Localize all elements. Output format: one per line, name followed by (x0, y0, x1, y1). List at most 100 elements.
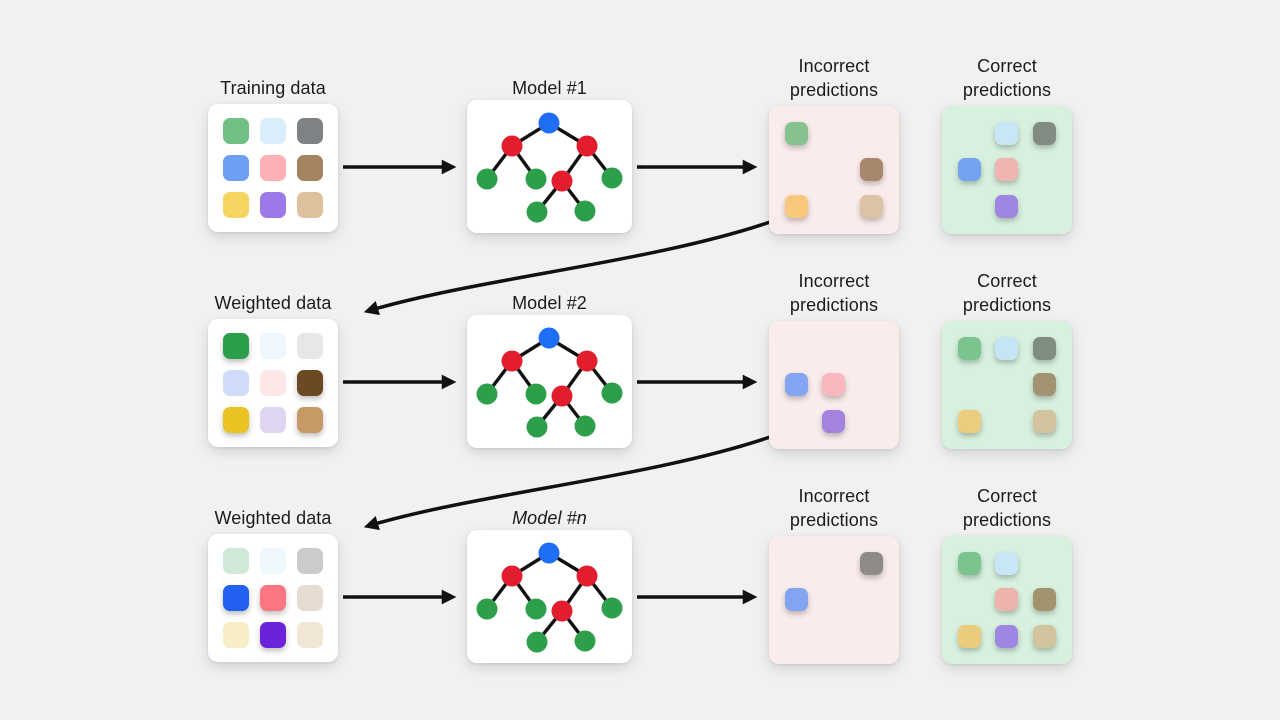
data-point (860, 588, 883, 611)
data-point (259, 584, 286, 611)
tree-node-leaf (574, 200, 596, 222)
model-1-label: Model #1 (512, 78, 587, 98)
tree-node-root (538, 112, 560, 134)
prediction-grid (942, 106, 1072, 234)
data-point (222, 191, 249, 218)
incorrect-predictions-label-2: Incorrect predictions (789, 271, 879, 315)
tree-node-leaf (526, 631, 548, 653)
decision-tree-icon (476, 327, 623, 438)
data-point (222, 333, 249, 360)
data-point (222, 584, 249, 611)
data-point (297, 584, 324, 611)
data-point (259, 548, 286, 575)
data-point (785, 373, 809, 397)
data-point (958, 551, 982, 575)
data-point (822, 552, 845, 575)
data-point (297, 333, 324, 360)
data-point (859, 551, 883, 575)
data-point (995, 588, 1019, 612)
data-point (259, 406, 286, 433)
data-point (297, 118, 324, 145)
data-point (958, 588, 981, 611)
data-point (995, 551, 1019, 575)
data-point (859, 195, 883, 219)
incorrect-predictions-card-2 (769, 321, 899, 449)
tree-node-split (501, 565, 523, 587)
data-point (222, 118, 249, 145)
data-point (259, 333, 286, 360)
data-point (785, 625, 808, 648)
correct-predictions-label-3: Correct predictions (962, 486, 1052, 530)
tree-node-split (576, 135, 598, 157)
model-2-card (467, 315, 632, 448)
data-point (222, 406, 249, 433)
data-point (222, 369, 249, 396)
tree-node-leaf (476, 598, 498, 620)
tree-node-split (551, 170, 573, 192)
tree-node-leaf (525, 598, 547, 620)
data-point (785, 337, 808, 360)
correct-predictions-label-2: Correct predictions (962, 271, 1052, 315)
tree-node-leaf (601, 382, 623, 404)
data-point (995, 625, 1019, 649)
tree-node-leaf (525, 168, 547, 190)
data-point (822, 195, 845, 218)
data-point (259, 154, 286, 181)
data-point (860, 122, 883, 145)
data-point (958, 195, 981, 218)
correct-predictions-card-3 (942, 536, 1072, 664)
data-point (222, 154, 249, 181)
data-point (785, 410, 808, 433)
training-data-label: Training data (220, 78, 326, 98)
data-point (995, 410, 1018, 433)
data-point (1032, 373, 1056, 397)
model-1-card (467, 100, 632, 233)
data-point (822, 410, 846, 434)
data-point (995, 121, 1019, 145)
tree-node-leaf (601, 167, 623, 189)
tree-node-leaf (476, 383, 498, 405)
data-point (958, 158, 982, 182)
data-point (222, 548, 249, 575)
data-point (822, 158, 845, 181)
data-point (958, 625, 982, 649)
data-point (958, 122, 981, 145)
data-point (297, 548, 324, 575)
data-point (785, 158, 808, 181)
data-point (259, 118, 286, 145)
incorrect-predictions-card-1 (769, 106, 899, 234)
tree-node-split (576, 565, 598, 587)
data-point (958, 373, 981, 396)
data-point (995, 336, 1019, 360)
model-2-label: Model #2 (512, 293, 587, 313)
tree-node-leaf (526, 416, 548, 438)
weighted-data-card-3 (208, 534, 338, 662)
data-point (995, 373, 1018, 396)
data-point (822, 337, 845, 360)
tree-node-leaf (574, 415, 596, 437)
data-point (297, 621, 324, 648)
data-point (1032, 588, 1056, 612)
data-grid (208, 534, 338, 662)
data-point (860, 625, 883, 648)
correct-predictions-label-1: Correct predictions (962, 56, 1052, 100)
incorrect-predictions-label-3: Incorrect predictions (789, 486, 879, 530)
incorrect-predictions-label-1: Incorrect predictions (789, 56, 879, 100)
data-point (860, 337, 883, 360)
data-point (822, 122, 845, 145)
weighted-data-label-2: Weighted data (214, 293, 332, 313)
prediction-grid (942, 321, 1072, 449)
data-point (1032, 410, 1056, 434)
data-point (297, 369, 324, 396)
data-point (1033, 195, 1056, 218)
data-point (785, 552, 808, 575)
incorrect-predictions-card-3 (769, 536, 899, 664)
data-point (259, 369, 286, 396)
data-point (859, 158, 883, 182)
data-point (297, 191, 324, 218)
data-point (1033, 158, 1056, 181)
data-point (995, 195, 1019, 219)
data-point (259, 621, 286, 648)
model-n-card (467, 530, 632, 663)
